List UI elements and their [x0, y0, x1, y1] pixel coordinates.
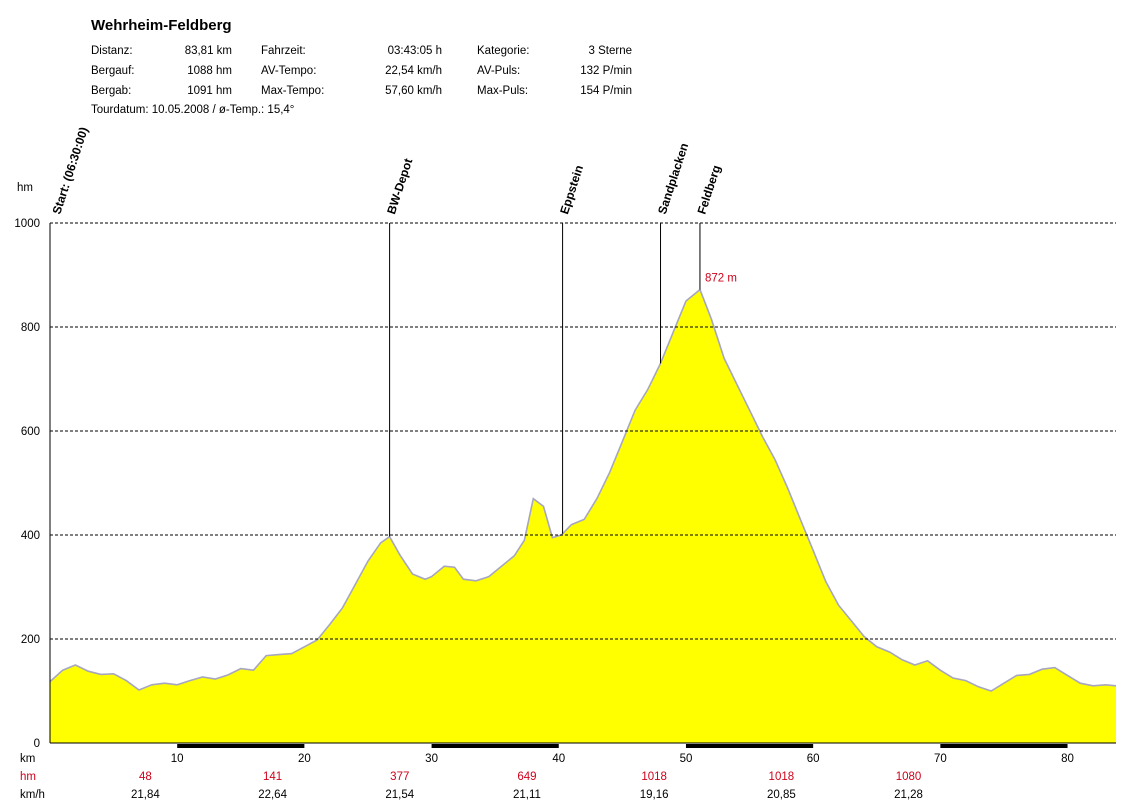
x-tick-label: 80 — [1061, 753, 1074, 765]
x-tick-label: 50 — [680, 753, 693, 765]
maxpuls-label: Max-Puls: — [477, 85, 529, 97]
marker-label: Feldberg — [694, 163, 723, 216]
fahrzeit-value: 03:43:05 h — [387, 45, 442, 57]
scale-bar-segment — [431, 744, 559, 748]
avpuls-label: AV-Puls: — [477, 65, 521, 77]
peak-annotation: 872 m — [705, 273, 737, 285]
hm-value: 1018 — [769, 771, 795, 783]
marker-label: BW-Depot — [384, 157, 415, 216]
x-tick-label: 70 — [934, 753, 947, 765]
bergauf-value: 1088 hm — [187, 65, 232, 77]
distanz-value: 83,81 km — [184, 45, 232, 57]
kategorie-label: Kategorie: — [477, 45, 530, 57]
hm-value: 1018 — [641, 771, 667, 783]
scale-bar-segment — [940, 744, 1068, 748]
kmh-value: 19,16 — [640, 789, 669, 801]
tour-date-line: Tourdatum: 10.05.2008 / ø-Temp.: 15,4° — [91, 104, 295, 116]
bergab-label: Bergab: — [91, 85, 132, 97]
hm-value: 1080 — [896, 771, 922, 783]
marker-label: Eppstein — [557, 163, 586, 216]
kmh-value: 20,85 — [767, 789, 796, 801]
hm-value: 48 — [139, 771, 152, 783]
x-tick-label: 10 — [171, 753, 184, 765]
maxpuls-value: 154 P/min — [580, 85, 632, 97]
maxtempo-label: Max-Tempo: — [261, 85, 325, 97]
x-tick-label: 40 — [552, 753, 565, 765]
kmh-value: 21,28 — [894, 789, 923, 801]
bergab-value: 1091 hm — [187, 85, 232, 97]
avtempo-value: 22,54 km/h — [385, 65, 442, 77]
y-tick-label: 1000 — [14, 218, 40, 230]
avpuls-value: 132 P/min — [580, 65, 632, 77]
elevation-outline — [49, 288, 1117, 692]
avtempo-label: AV-Tempo: — [261, 65, 317, 77]
y-tick-label: 0 — [34, 738, 40, 750]
maxtempo-value: 57,60 km/h — [385, 85, 442, 97]
y-tick-label: 600 — [21, 426, 40, 438]
bergauf-label: Bergauf: — [91, 65, 135, 77]
hm-value: 649 — [517, 771, 536, 783]
x-tick-label: 60 — [807, 753, 820, 765]
y-tick-label: 800 — [21, 322, 40, 334]
kategorie-value: 3 Sterne — [588, 45, 632, 57]
kmh-value: 21,54 — [385, 789, 414, 801]
y-tick-label: 200 — [21, 634, 40, 646]
fahrzeit-label: Fahrzeit: — [261, 45, 306, 57]
hm-value: 377 — [390, 771, 409, 783]
elevation-area — [50, 289, 1116, 743]
distanz-label: Distanz: — [91, 45, 133, 57]
kmh-value: 21,84 — [131, 789, 160, 801]
y-tick-label: 400 — [21, 530, 40, 542]
kmh-value: 22,64 — [258, 789, 287, 801]
x-axis-unit-label: km — [20, 753, 35, 765]
chart-title: Wehrheim-Feldberg — [91, 17, 232, 34]
x-tick-label: 20 — [298, 753, 311, 765]
hm-value: 141 — [263, 771, 282, 783]
scale-bar-segment — [685, 744, 814, 748]
x-tick-label: 30 — [425, 753, 438, 765]
kmh-value: 21,11 — [513, 789, 541, 801]
y-axis-unit-label: hm — [17, 182, 33, 194]
kmh-row-label: km/h — [20, 789, 45, 801]
scale-bar-segment — [177, 744, 305, 748]
marker-label: Sandplacken — [655, 141, 691, 216]
hm-row-label: hm — [20, 771, 36, 783]
marker-label: Start: (06:30:00) — [50, 125, 91, 216]
